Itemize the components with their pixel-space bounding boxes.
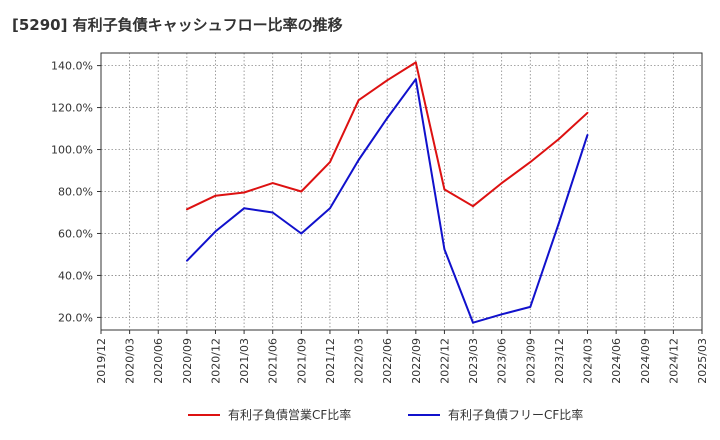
data-point-1 [357,99,360,102]
data-point-2 [472,321,474,324]
data-point-1 [529,161,532,164]
x-tick-label: 2025/03 [696,338,709,384]
data-point-2 [529,306,532,308]
data-point-2 [214,230,217,233]
x-tick-label: 2024/06 [610,338,623,384]
chart-title: [5290] 有利子負債キャッシュフロー比率の推移 [12,16,343,34]
x-tick-label: 2021/09 [295,338,308,384]
x-tick-label: 2020/12 [209,338,222,384]
y-tick-label: 60.0% [58,227,93,240]
data-point-1 [386,79,389,82]
data-point-1 [443,188,446,191]
data-point-1 [414,61,417,64]
y-tick-label: 20.0% [58,311,93,324]
data-point-1 [586,111,589,114]
plot-frame [100,52,703,331]
x-tick-label: 2022/03 [353,338,366,384]
data-point-1 [300,190,303,193]
x-tick-label: 2023/03 [467,338,480,384]
y-tick-label: 80.0% [58,186,93,199]
legend-label-2: 有利子負債フリーCF比率 [448,407,583,422]
data-point-1 [243,191,245,194]
y-tick-label: 140.0% [51,60,93,73]
data-point-2 [443,248,446,251]
x-tick-label: 2022/09 [410,338,423,384]
y-tick-label: 100.0% [51,144,93,157]
data-point-2 [586,133,589,136]
data-point-1 [271,182,274,185]
y-tick-label: 120.0% [51,102,93,115]
x-tick-label: 2021/03 [238,338,251,384]
data-point-2 [414,78,417,81]
data-point-1 [500,182,503,185]
x-tick-label: 2019/12 [95,338,108,384]
x-tick-label: 2020/03 [124,338,137,384]
data-point-2 [243,207,245,210]
x-tick-label: 2023/12 [553,338,566,384]
data-point-1 [214,194,217,197]
data-point-2 [500,313,503,316]
data-point-2 [386,117,389,119]
x-tick-label: 2024/12 [667,338,680,384]
x-tick-label: 2024/03 [582,338,595,384]
data-point-2 [185,259,188,262]
x-tick-label: 2021/06 [267,338,280,384]
data-point-1 [185,208,188,211]
x-tick-label: 2021/12 [324,338,337,384]
data-point-2 [271,211,274,214]
x-tick-label: 2022/12 [438,338,451,384]
x-tick-label: 2023/09 [524,338,537,384]
data-point-2 [558,222,560,224]
data-point-2 [300,232,303,235]
x-tick-label: 2023/06 [496,338,509,384]
data-point-1 [558,138,560,140]
data-point-1 [329,161,331,164]
data-point-2 [357,159,360,161]
data-point-2 [329,207,331,210]
x-tick-label: 2020/06 [152,338,165,384]
x-tick-label: 2022/06 [381,338,394,384]
x-tick-label: 2024/09 [639,338,652,384]
legend-label-1: 有利子負債営業CF比率 [228,407,351,422]
y-tick-label: 40.0% [58,269,93,282]
x-tick-label: 2020/09 [181,338,194,384]
data-point-1 [472,205,474,208]
